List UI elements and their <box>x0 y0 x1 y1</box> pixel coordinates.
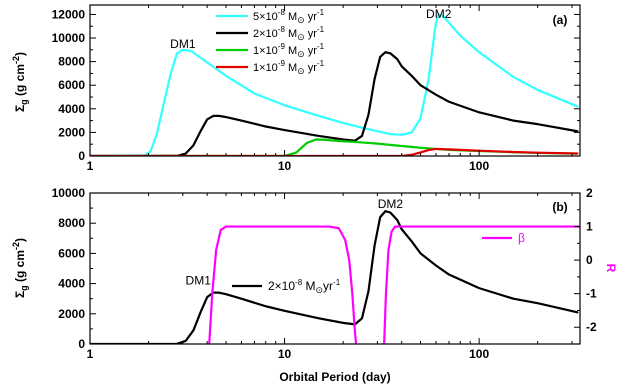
panel-a-series-3-line <box>90 147 579 156</box>
panel-b-xtick-label: 1 <box>87 347 94 361</box>
panel-a-ytick-label: 2000 <box>58 125 85 139</box>
panel-b-series <box>90 210 580 344</box>
panel-b-series-1-line <box>208 225 358 344</box>
panel-a-series-0-line <box>90 13 579 156</box>
panel-b-ylabel: Σg (g cm-2) <box>11 238 29 298</box>
panel-a-series-1-line <box>90 51 579 156</box>
panel-a-ylabel: Σg (g cm-2) <box>11 52 29 112</box>
panel-a-ytick-label: 0 <box>78 149 85 163</box>
panel-b-xtick-label: 10 <box>278 347 292 361</box>
panel-b-annotation-dm1: DM1 <box>186 273 212 287</box>
panel-a-ytick-label: 4000 <box>58 102 85 116</box>
panel-a-ytick-label: 8000 <box>58 55 85 69</box>
panel-b-annotation-dm2: DM2 <box>378 197 404 211</box>
panel-b-y2tick-label: 2 <box>586 186 593 200</box>
panel-b-tag: (b) <box>552 200 567 214</box>
panel-b-ytick-label: 2000 <box>58 307 85 321</box>
panel-a-tag: (a) <box>553 13 568 27</box>
panel-a: 1 10 100 0 2000 4000 6000 8000 10000 12000 (a) 5×… <box>11 4 581 173</box>
panel-a-ytick-label: 12000 <box>52 7 86 21</box>
panel-b-series-2-line <box>383 225 580 344</box>
panel-a-legend: 5×10-8 M⊙ yr-12×10-8 M⊙ yr-11×10-9 M⊙ yr… <box>216 8 325 76</box>
legend-b-label-1: β <box>518 231 525 245</box>
legend-a-label-1: 2×10-8 M⊙ yr-1 <box>253 25 325 42</box>
panel-b-ytick-label: 4000 <box>58 277 85 291</box>
panel-a-xtick-label: 100 <box>469 159 489 173</box>
legend-a-label-0: 5×10-8 M⊙ yr-1 <box>253 8 325 25</box>
panel-a-xtick-label: 1 <box>87 159 94 173</box>
panel-b-annotations: DM1 DM2 <box>186 197 404 287</box>
panel-b-y2tick-label: -2 <box>586 320 597 334</box>
panel-a-series-2-line <box>90 138 579 156</box>
panel-b-ytick-label: 6000 <box>58 246 85 260</box>
panel-a-xtick-label: 10 <box>278 159 292 173</box>
panel-b-ytick-label: 0 <box>78 337 85 351</box>
legend-a-label-3: 1×10-9 M⊙ yr-1 <box>253 59 325 76</box>
panel-a-annotation-dm1: DM1 <box>170 37 196 51</box>
panel-a-series <box>90 13 579 156</box>
panel-a-annotations: DM1 DM2 <box>170 7 452 51</box>
panel-b-y2label: R <box>604 264 618 273</box>
panel-b-series-0-line <box>90 210 579 344</box>
panel-b-y2tick-label: 0 <box>586 253 593 267</box>
panel-a-annotation-dm2: DM2 <box>426 7 452 21</box>
panel-a-ytick-label: 10000 <box>52 31 86 45</box>
panel-b-xtick-label: 100 <box>469 347 489 361</box>
panel-a-frame <box>89 4 581 157</box>
panel-b-y2tick-label: 1 <box>586 220 593 234</box>
legend-b-label-0: 2×10-8 M⊙yr-1 <box>268 278 341 295</box>
panel-a-ytick-label: 6000 <box>58 78 85 92</box>
panel-b-y2tick-label: -1 <box>586 287 597 301</box>
panel-b-ytick-label: 8000 <box>58 216 85 230</box>
legend-a-label-2: 1×10-9 M⊙ yr-1 <box>253 42 325 59</box>
x-axis-title: Orbital Period (day) <box>279 370 390 384</box>
panel-a-ticks: 1 10 100 0 2000 4000 6000 8000 10000 12000 <box>52 5 580 173</box>
panel-b-ytick-label: 10000 <box>52 186 86 200</box>
panel-b-legend: 2×10-8 M⊙yr-1 β <box>232 231 525 295</box>
